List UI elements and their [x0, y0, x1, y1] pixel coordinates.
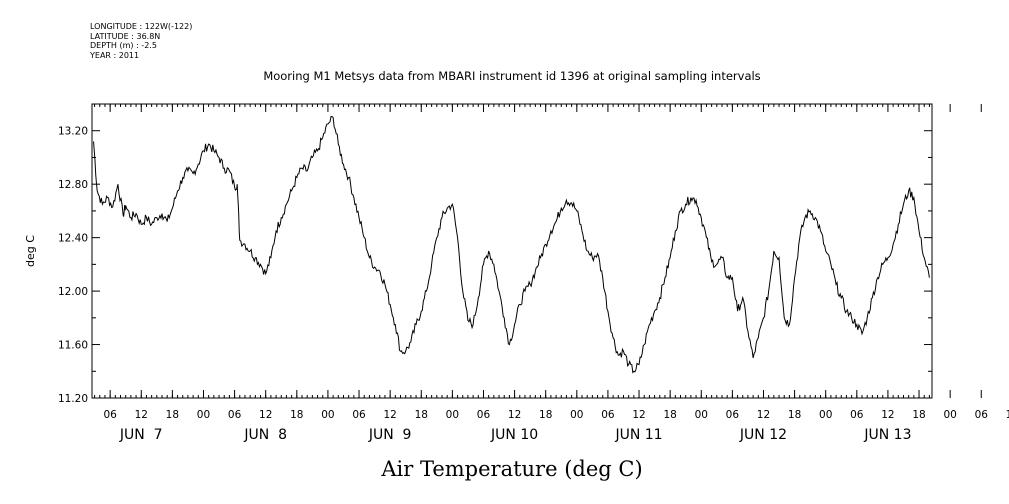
x-tick-label: 06 [726, 409, 740, 421]
x-axis-label: Air Temperature (deg C) [380, 457, 642, 481]
x-tick-label: 12 [881, 409, 894, 421]
x-tick-label: 18 [788, 409, 801, 421]
x-day-label: JUN 13 [863, 427, 911, 443]
x-tick-label: 18 [166, 409, 179, 421]
y-axis-label: deg C [24, 235, 37, 267]
y-tick-label: 12.00 [58, 286, 88, 298]
x-tick-label: 06 [103, 409, 117, 421]
x-tick-label: 18 [415, 409, 428, 421]
metadata-block: LONGITUDE : 122W(-122) LATITUDE : 36.8N … [90, 22, 192, 60]
x-axis: 06 12 18 00 06 12 18 00 06 12 18 00 06 12 18 00 06 12 18 00… [94, 104, 1009, 443]
x-tick-label: 06 [228, 409, 242, 421]
x-day-label: JUN 7 [119, 427, 163, 443]
meta-longitude: LONGITUDE : 122W(-122) [90, 22, 193, 31]
x-tick-label: 06 [850, 409, 864, 421]
chart-title: Mooring M1 Metsys data from MBARI instru… [263, 69, 760, 83]
y-tick-label: 13.20 [58, 126, 88, 138]
x-day-label: JUN 9 [368, 427, 412, 443]
plot-frame [91, 103, 933, 399]
x-tick-label: 00 [197, 409, 210, 421]
x-day-label: JUN 10 [490, 427, 538, 443]
x-tick-label: 12 [383, 409, 396, 421]
x-tick-label: 00 [695, 409, 708, 421]
x-tick-label: 00 [819, 409, 832, 421]
x-tick-label: 12 [757, 409, 770, 421]
x-tick-label: 00 [446, 409, 459, 421]
x-tick-label: 12 [508, 409, 521, 421]
x-tick-label: 06 [352, 409, 366, 421]
x-tick-label: 06 [975, 409, 989, 421]
x-tick-label: 18 [663, 409, 676, 421]
x-tick-label: 18 [539, 409, 552, 421]
x-tick-label: 18 [912, 409, 925, 421]
x-tick-label: 18 [290, 409, 303, 421]
meta-latitude: LATITUDE : 36.8N [90, 31, 161, 41]
x-tick-label: 06 [601, 409, 615, 421]
x-tick-label: 12 [632, 409, 645, 421]
x-day-label: JUN 11 [614, 427, 662, 443]
y-tick-label: 11.20 [58, 393, 88, 405]
x-tick-label: 12 [259, 409, 272, 421]
x-tick-label: 12 [1006, 409, 1009, 421]
x-tick-label: 12 [135, 409, 148, 421]
y-tick-label: 11.60 [58, 340, 88, 352]
y-axis: 11.20 11.60 12.00 12.40 12.80 13.20 [58, 126, 932, 405]
x-tick-label: 00 [570, 409, 583, 421]
meta-depth: DEPTH (m) : -2.5 [90, 41, 157, 50]
x-tick-label: 06 [477, 409, 491, 421]
x-day-label: JUN 12 [739, 427, 787, 443]
x-tick-label: 00 [943, 409, 956, 421]
x-day-label: JUN 8 [243, 427, 287, 443]
air-temperature-series-line [93, 115, 930, 374]
meta-year: YEAR : 2011 [90, 50, 140, 60]
y-tick-label: 12.40 [58, 233, 88, 245]
y-tick-label: 12.80 [58, 179, 88, 191]
x-tick-label: 00 [321, 409, 334, 421]
